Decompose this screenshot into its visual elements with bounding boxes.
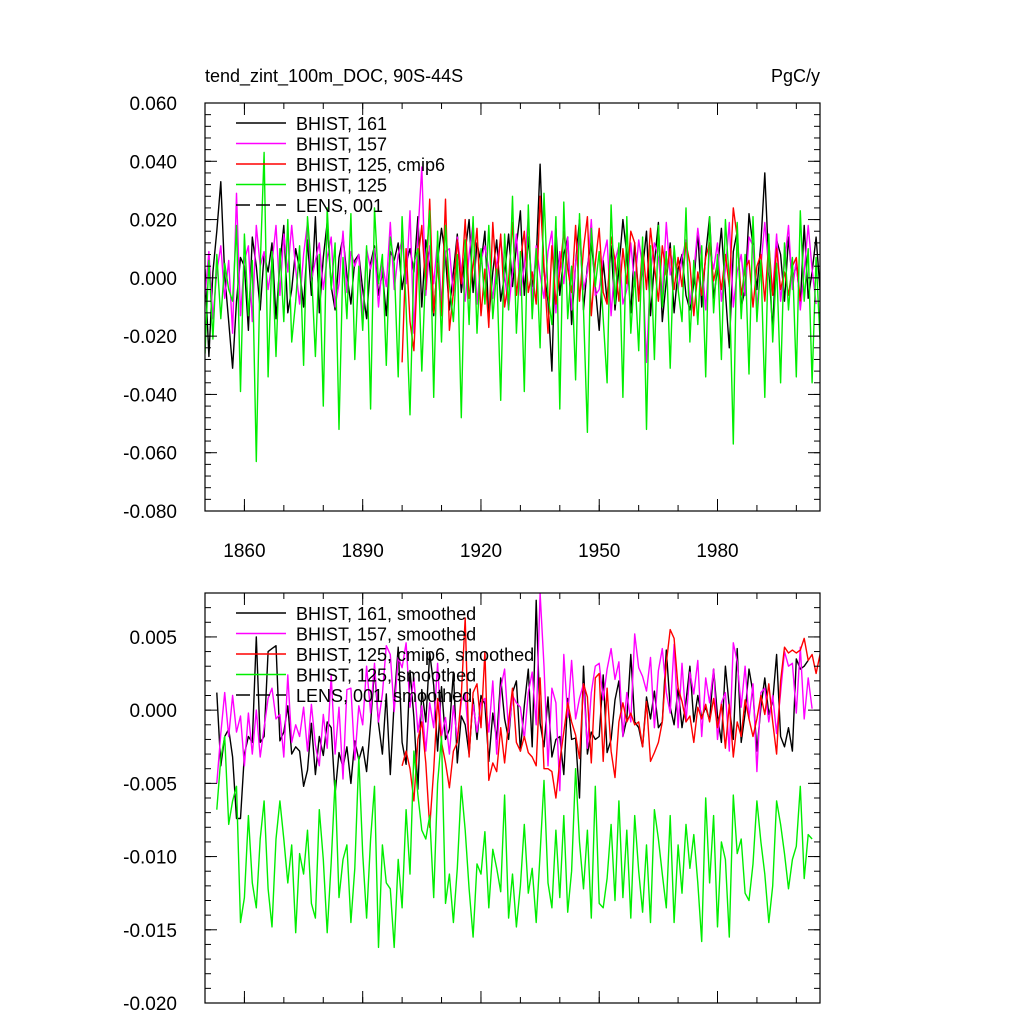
legend-label: BHIST, 125, smoothed — [296, 666, 476, 686]
y-tick-label: -0.020 — [123, 327, 177, 348]
bottom-panel: -0.020 -0.015 -0.010 -0.005 0.000 0.005 BHIST,… — [123, 592, 821, 1015]
series-line-3 — [401, 195, 801, 363]
series-line-2 — [216, 593, 813, 792]
legend-label: BHIST, 125 — [296, 176, 387, 196]
y-tick-label: 0.060 — [129, 94, 177, 115]
y-tick-label: -0.080 — [123, 502, 177, 523]
legend-label: BHIST, 161 — [296, 114, 387, 134]
top-panel: -0.080 -0.060 -0.040 -0.020 0.000 0.020 0.040 0… — [123, 94, 821, 562]
y-tick-label: 0.020 — [129, 211, 177, 232]
y-tick-label: -0.020 — [123, 994, 177, 1015]
chart-title: tend_zint_100m_DOC, 90S-44S — [205, 66, 463, 87]
y-tick-label: 0.005 — [129, 628, 177, 649]
y-tick-label: -0.015 — [123, 921, 177, 942]
legend-label: LENS, 001 — [296, 196, 383, 216]
y-tick-label: 0.000 — [129, 701, 177, 722]
x-tick-label: 1860 — [223, 541, 265, 562]
legend-label: BHIST, 157 — [296, 135, 387, 155]
legend-label: BHIST, 157, smoothed — [296, 625, 476, 645]
series-line-4 — [205, 151, 820, 463]
units-label: PgC/y — [771, 66, 820, 86]
plot-frame — [204, 102, 821, 512]
y-tick-label: -0.010 — [123, 848, 177, 869]
legend-label: BHIST, 161, smoothed — [296, 604, 476, 624]
y-tick-label: 0.000 — [129, 269, 177, 290]
x-tick-label: 1890 — [342, 541, 384, 562]
legend-label: BHIST, 125, cmip6, smoothed — [296, 645, 534, 665]
x-tick-label: 1920 — [460, 541, 502, 562]
series-line-3 — [401, 617, 820, 828]
y-tick-label: -0.060 — [123, 444, 177, 465]
legend-label: BHIST, 125, cmip6 — [296, 155, 445, 175]
x-tick-label: 1950 — [578, 541, 620, 562]
y-tick-label: -0.005 — [123, 774, 177, 795]
y-tick-label: -0.040 — [123, 385, 177, 406]
legend-label: LENS, 001, smoothed — [296, 686, 472, 706]
x-tick-label: 1980 — [696, 541, 738, 562]
y-tick-label: 0.040 — [129, 152, 177, 173]
series-line-4 — [216, 735, 813, 949]
